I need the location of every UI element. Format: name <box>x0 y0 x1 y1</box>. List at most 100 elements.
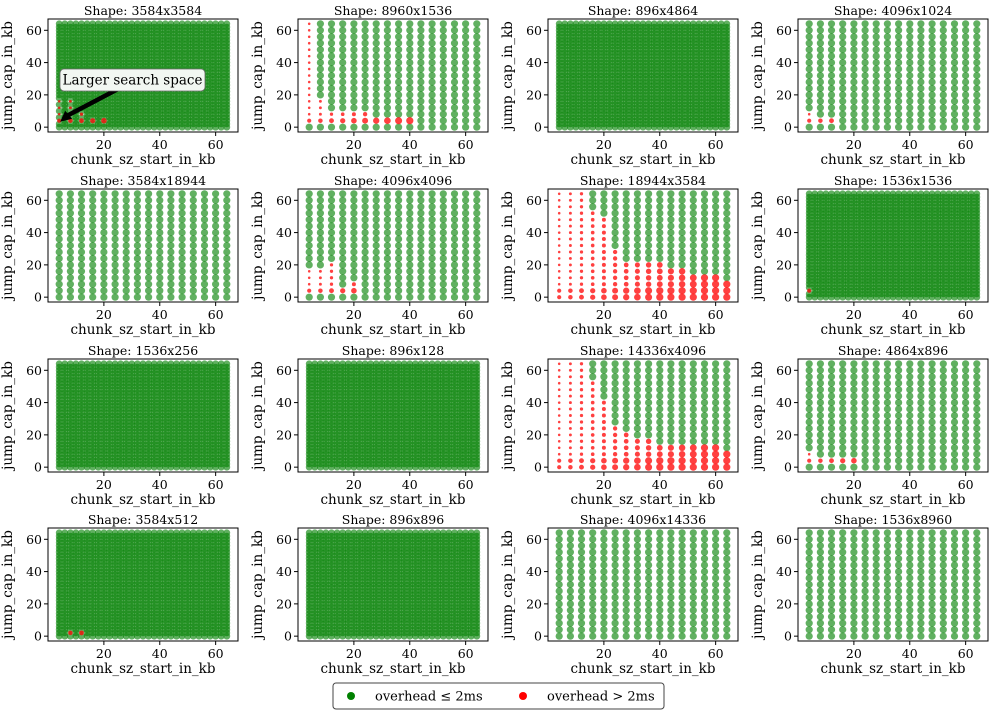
point-ok <box>190 281 197 288</box>
point-ok <box>100 223 107 230</box>
point-ok <box>940 40 947 47</box>
point-over <box>591 231 595 235</box>
point-ok <box>145 235 152 242</box>
point-ok <box>306 248 313 255</box>
point-ok <box>440 287 447 294</box>
point-over <box>558 283 561 286</box>
point-over <box>602 250 606 254</box>
point-ok <box>67 223 74 230</box>
point-over <box>580 199 583 202</box>
point-ok <box>429 72 436 79</box>
point-over <box>591 282 595 286</box>
point-ok <box>906 59 913 66</box>
point-ok <box>462 46 469 53</box>
point-ok <box>473 53 480 60</box>
point-ok <box>828 111 835 118</box>
point-ok <box>612 242 619 249</box>
point-ok <box>362 20 369 27</box>
point-ok <box>56 281 63 288</box>
point-ok <box>667 248 674 255</box>
point-ok <box>167 294 174 301</box>
point-ok <box>201 229 208 236</box>
x-axis-label: chunk_sz_start_in_kb <box>821 152 966 168</box>
point-ok <box>167 268 174 275</box>
point-ok <box>701 223 708 230</box>
point-over <box>90 118 95 123</box>
point-ok <box>817 72 824 79</box>
point-ok <box>350 124 357 131</box>
point-over <box>723 281 730 288</box>
point-ok <box>339 229 346 236</box>
point-ok <box>951 53 958 60</box>
point-over <box>352 282 356 286</box>
y-tick-label: 40 <box>276 55 292 70</box>
point-over <box>569 238 572 241</box>
point-ok <box>362 274 369 281</box>
point-ok <box>417 98 424 105</box>
point-ok <box>406 274 413 281</box>
point-ok <box>56 268 63 275</box>
point-ok <box>690 255 697 262</box>
point-ok <box>78 268 85 275</box>
point-ok <box>190 203 197 210</box>
point-ok <box>339 20 346 27</box>
point-ok <box>712 216 719 223</box>
point-ok <box>723 190 730 197</box>
point-ok <box>362 235 369 242</box>
point-ok <box>395 59 402 66</box>
point-ok <box>373 98 380 105</box>
point-ok <box>201 203 208 210</box>
point-ok <box>112 235 119 242</box>
point-ok <box>201 235 208 242</box>
point-ok <box>190 261 197 268</box>
point-ok <box>929 117 936 124</box>
point-ok <box>473 33 480 40</box>
point-over <box>308 113 311 116</box>
x-axis-label: chunk_sz_start_in_kb <box>571 322 716 338</box>
point-ok <box>395 242 402 249</box>
point-ok <box>350 85 357 92</box>
point-ok <box>339 248 346 255</box>
point-ok <box>100 248 107 255</box>
point-over <box>569 283 572 286</box>
point-ok <box>612 197 619 204</box>
point-ok <box>828 40 835 47</box>
panel-title: Shape: 18944x3584 <box>580 173 706 188</box>
point-ok <box>362 248 369 255</box>
point-ok <box>462 223 469 230</box>
y-tick-label: 20 <box>276 257 292 272</box>
point-ok <box>384 203 391 210</box>
point-ok <box>473 65 480 72</box>
point-ok <box>89 268 96 275</box>
point-ok <box>112 294 119 301</box>
point-ok <box>828 104 835 111</box>
point-ok <box>973 78 980 85</box>
point-over <box>373 118 379 124</box>
point-ok <box>56 210 63 217</box>
point-ok <box>406 203 413 210</box>
point-ok <box>429 27 436 34</box>
point-ok <box>406 216 413 223</box>
point-ok <box>862 72 869 79</box>
point-over <box>646 262 651 267</box>
point-ok <box>667 190 674 197</box>
point-ok <box>317 216 324 223</box>
point-over <box>319 276 322 279</box>
point-ok <box>190 242 197 249</box>
point-ok <box>373 287 380 294</box>
point-ok <box>929 85 936 92</box>
point-over <box>308 42 311 45</box>
scatter-points <box>557 190 730 301</box>
point-ok <box>962 78 969 85</box>
point-over <box>667 287 674 294</box>
point-ok <box>328 53 335 60</box>
x-axis-label: chunk_sz_start_in_kb <box>71 322 216 338</box>
point-ok <box>929 53 936 60</box>
y-axis-label: jump_cap_in_kb <box>250 191 266 302</box>
x-tick-label: 20 <box>346 137 362 152</box>
point-ok <box>850 65 857 72</box>
point-ok <box>862 85 869 92</box>
point-ok <box>895 85 902 92</box>
y-tick-label: 20 <box>276 87 292 102</box>
point-ok <box>373 59 380 66</box>
